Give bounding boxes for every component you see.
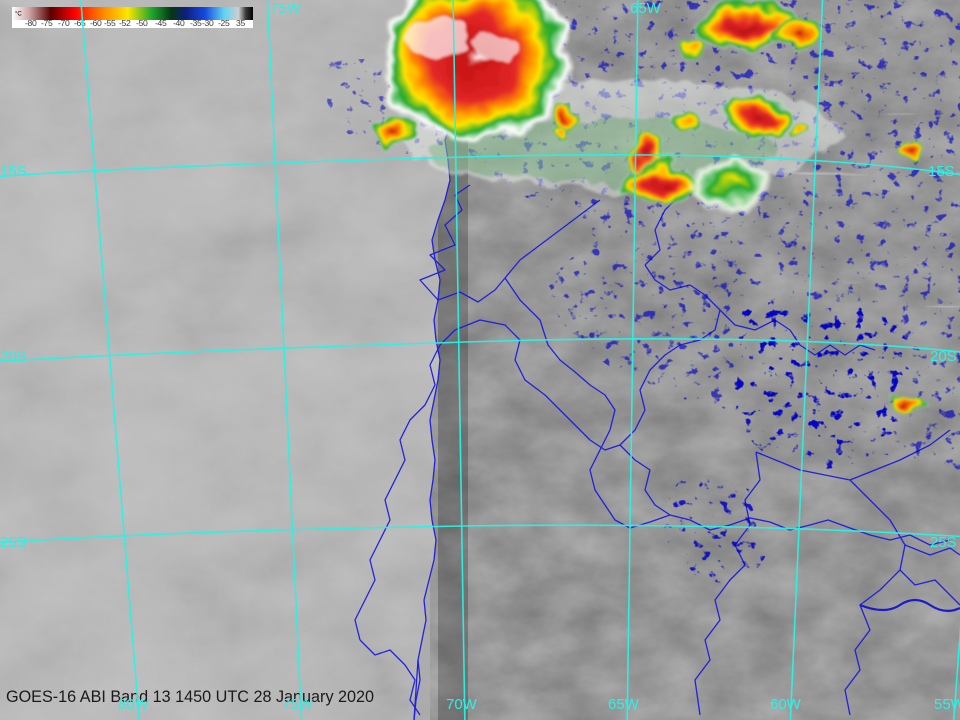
svg-text:20S: 20S — [0, 348, 27, 365]
svg-text:65W: 65W — [608, 696, 640, 713]
svg-text:60W: 60W — [770, 696, 802, 713]
svg-text:75W: 75W — [282, 696, 314, 713]
svg-text:15S: 15S — [928, 163, 955, 180]
svg-text:70W: 70W — [446, 696, 478, 713]
svg-text:75W: 75W — [270, 0, 302, 17]
svg-text:15S: 15S — [0, 163, 27, 180]
svg-text:20S: 20S — [930, 348, 957, 365]
svg-text:25S: 25S — [930, 534, 957, 551]
svg-text:25S: 25S — [0, 534, 27, 551]
svg-text:80W: 80W — [118, 696, 150, 713]
svg-text:55W: 55W — [934, 696, 960, 713]
svg-text:65W: 65W — [630, 0, 662, 17]
